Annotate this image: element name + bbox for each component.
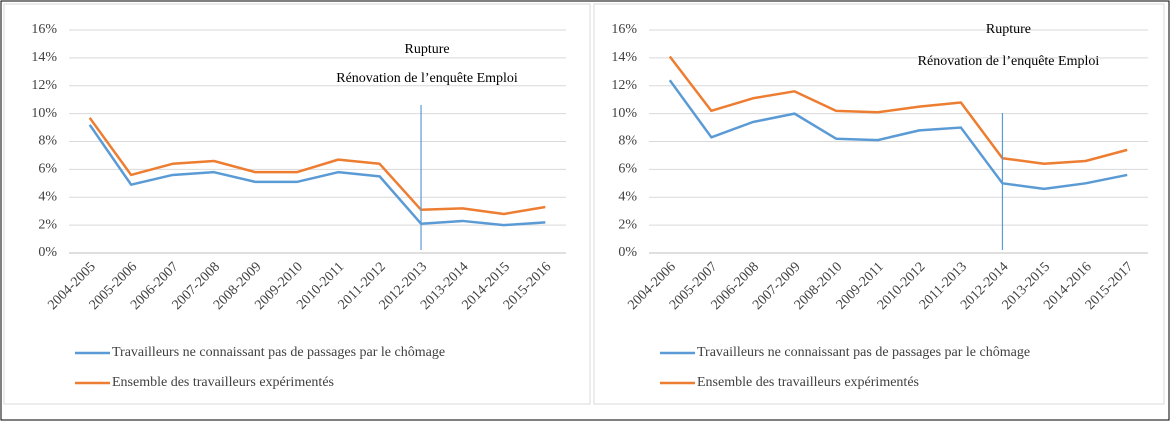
y-tick-label: 10%: [611, 106, 637, 121]
y-tick-label: 2%: [618, 217, 637, 232]
legend-label: Ensemble des travailleurs expérimentés: [112, 375, 334, 390]
annotation: Rupture: [986, 22, 1031, 37]
y-tick-label: 14%: [611, 50, 637, 65]
y-tick-label: 14%: [31, 50, 57, 65]
series-line: [88, 117, 546, 216]
y-tick-label: 12%: [611, 78, 637, 93]
y-tick-label: 4%: [38, 189, 57, 204]
series-line: [88, 124, 546, 227]
y-tick-label: 8%: [618, 134, 637, 149]
annotation: Rénovation de l’enquête Emploi: [336, 71, 518, 86]
annotation: Rénovation de l’enquête Emploi: [918, 54, 1100, 69]
legend-label: Travailleurs ne connaissant pas de passa…: [112, 345, 445, 360]
y-tick-label: 16%: [611, 22, 637, 37]
panel-right: [593, 3, 1165, 405]
legend-label: Ensemble des travailleurs expérimentés: [697, 375, 919, 390]
series-line: [668, 55, 1128, 166]
panel-left: [3, 3, 591, 405]
y-tick-label: 8%: [38, 134, 57, 149]
y-tick-label: 16%: [31, 22, 57, 37]
y-tick-label: 10%: [31, 106, 57, 121]
y-tick-label: 4%: [618, 189, 637, 204]
y-tick-label: 2%: [38, 217, 57, 232]
series-line: [668, 79, 1128, 191]
y-tick-label: 6%: [618, 162, 637, 177]
y-tick-label: 6%: [38, 162, 57, 177]
legend-label: Travailleurs ne connaissant pas de passa…: [697, 345, 1030, 360]
y-tick-label: 0%: [38, 245, 57, 260]
y-tick-label: 0%: [618, 245, 637, 260]
annotation: Rupture: [404, 42, 449, 57]
y-tick-label: 12%: [31, 78, 57, 93]
